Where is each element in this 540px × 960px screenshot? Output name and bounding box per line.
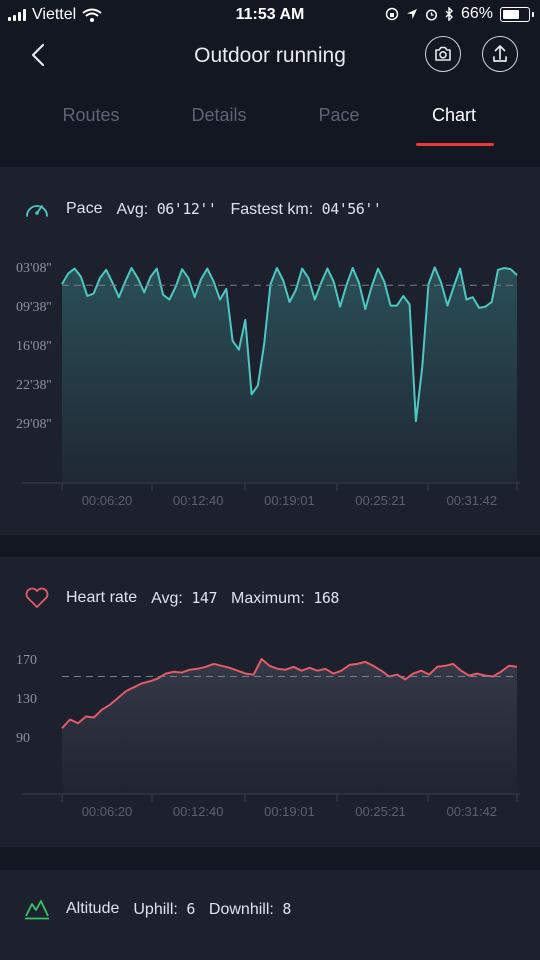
altitude-card-header: Altitude Uphill: 6 Downhill: 8 (24, 898, 291, 920)
battery-percent: 66% (460, 5, 493, 22)
heart-rate-chart: 170 130 90 00:06:20 00:12:40 00:19:01 00:25:21… (16, 653, 520, 819)
x-tick-label: 00:12:40 (173, 493, 224, 508)
camera-button[interactable] (425, 36, 461, 72)
y-tick-label: 170 (16, 653, 37, 668)
y-tick-label: 90 (16, 731, 30, 746)
carrier-group: Viettel (8, 6, 102, 24)
series-area (62, 267, 517, 483)
series-line (61, 658, 518, 729)
pace-avg: Avg: 06'12'' (116, 199, 217, 218)
camera-icon (435, 46, 451, 61)
active-tab-indicator (416, 143, 494, 146)
y-tick-label: 09'38'' (16, 300, 52, 315)
page-title: Outdoor running (194, 44, 346, 67)
y-tick-label: 29'08'' (16, 417, 52, 432)
share-button[interactable] (482, 36, 518, 72)
heart-rate-max: Maximum: 168 (231, 588, 339, 607)
x-tick-label: 00:25:21 (355, 493, 406, 508)
chevron-left-icon[interactable] (24, 40, 54, 70)
series-area (62, 659, 517, 794)
battery-icon (500, 6, 534, 22)
heart-rate-card-header: Heart rate Avg: 147 Maximum: 168 (24, 587, 339, 609)
location-icon (406, 9, 417, 19)
bluetooth-icon (445, 7, 453, 21)
heart-rate-avg: Avg: 147 (151, 588, 217, 607)
y-tick-label: 22'38'' (16, 378, 52, 393)
pace-chart: 03'08'' 09'38'' 16'08'' 22'38'' 29'08'' 00:06… (16, 261, 520, 508)
pace-fastest: Fastest km: 04'56'' (230, 199, 382, 218)
altitude-uphill: Uphill: 6 (133, 899, 195, 918)
wifi-icon (82, 8, 102, 22)
mountain-icon (25, 900, 49, 920)
speedometer-icon (26, 205, 48, 217)
clock: 11:53 AM (235, 6, 305, 23)
rotation-lock-icon (385, 7, 399, 21)
series-line (61, 266, 518, 423)
x-tick-label: 00:31:42 (446, 493, 497, 508)
status-bar: Viettel 11:53 AM 66% (0, 0, 540, 30)
heart-icon (25, 587, 49, 608)
x-tick-label: 00:31:42 (446, 804, 497, 819)
x-tick-label: 00:12:40 (173, 804, 224, 819)
upload-icon (493, 45, 507, 62)
carrier-label: Viettel (32, 6, 77, 23)
pace-card: Pace Avg: 06'12'' Fastest km: 04'56'' 03… (0, 167, 540, 535)
signal-icon (8, 9, 26, 21)
altitude-downhill: Downhill: 8 (208, 899, 291, 918)
heart-rate-label: Heart rate (66, 589, 138, 606)
tab-pace[interactable]: Pace (318, 105, 360, 125)
tab-details[interactable]: Details (191, 105, 247, 125)
y-tick-label: 130 (16, 692, 37, 707)
pace-label: Pace (66, 200, 103, 217)
tab-chart[interactable]: Chart (431, 105, 477, 125)
status-icons: 66% (385, 5, 534, 23)
x-tick-label: 00:19:01 (264, 804, 315, 819)
alarm-icon (425, 8, 438, 21)
x-tick-label: 00:19:01 (264, 493, 315, 508)
x-tick-label: 00:06:20 (82, 804, 133, 819)
tab-bar: Routes Details Pace Chart (0, 90, 540, 146)
x-tick-label: 00:25:21 (355, 804, 406, 819)
pace-card-header: Pace Avg: 06'12'' Fastest km: 04'56'' (24, 197, 382, 221)
x-tick-label: 00:06:20 (82, 493, 133, 508)
nav-header: Outdoor running (0, 30, 540, 82)
y-tick-label: 16'08'' (16, 339, 52, 354)
heart-rate-card: Heart rate Avg: 147 Maximum: 168 170 130 9… (0, 557, 540, 847)
altitude-card: Altitude Uphill: 6 Downhill: 8 (0, 870, 540, 960)
y-tick-label: 03'08'' (16, 261, 52, 276)
altitude-label: Altitude (66, 900, 120, 917)
tab-routes[interactable]: Routes (62, 105, 120, 125)
